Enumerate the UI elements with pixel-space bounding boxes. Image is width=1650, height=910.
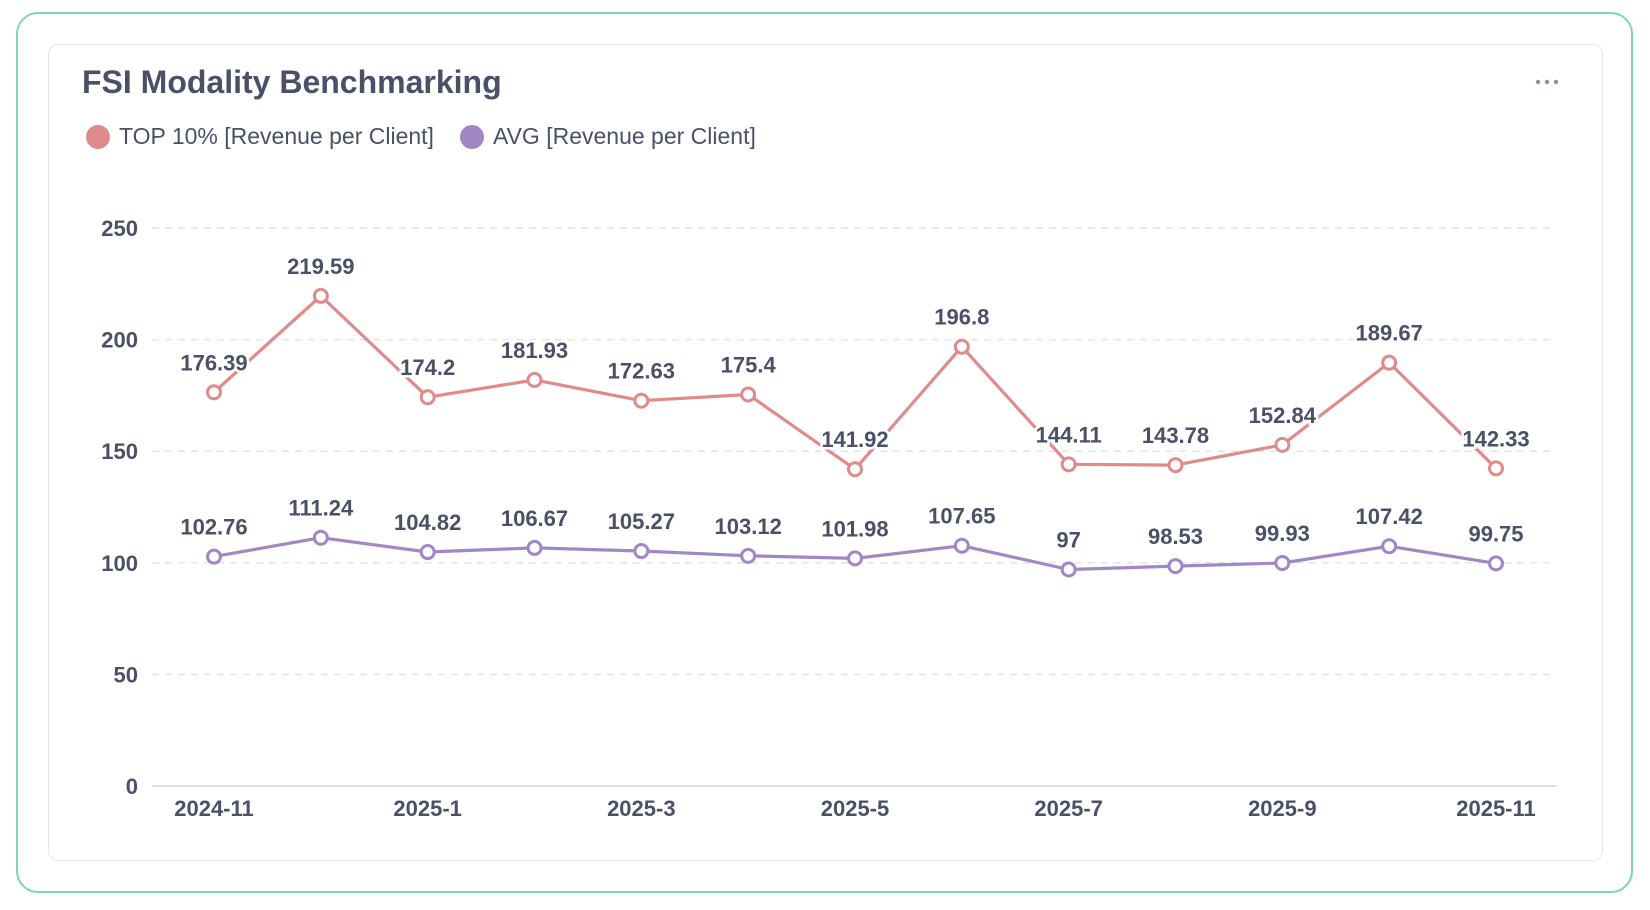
data-label-1: 106.67 — [501, 506, 568, 531]
data-label-0: 176.39 — [180, 350, 247, 375]
more-horizontal-icon — [1535, 79, 1559, 85]
data-point-1 — [740, 547, 757, 564]
data-label-1: 105.27 — [608, 509, 675, 534]
data-label-1: 111.24 — [288, 496, 354, 521]
data-label-1: 99.75 — [1468, 521, 1523, 546]
data-label-0: 141.92 — [821, 427, 888, 452]
data-point-0 — [1167, 457, 1184, 474]
y-tick-label: 150 — [101, 439, 138, 464]
data-point-1 — [312, 529, 329, 546]
data-point-0 — [740, 386, 757, 403]
data-point-1 — [633, 543, 650, 560]
data-point-1 — [847, 550, 863, 567]
data-label-1: 101.98 — [821, 516, 888, 541]
data-label-1: 99.93 — [1255, 521, 1310, 546]
data-point-1 — [1381, 538, 1398, 555]
data-label-0: 152.84 — [1249, 403, 1317, 428]
data-label-0: 196.8 — [934, 305, 989, 330]
data-point-1 — [419, 544, 436, 561]
x-tick-label: 2025-3 — [607, 796, 676, 821]
x-tick-label: 2025-7 — [1034, 796, 1103, 821]
data-label-0: 175.4 — [721, 353, 777, 378]
legend-label-avg: AVG [Revenue per Client] — [492, 123, 756, 149]
data-point-0 — [1488, 460, 1504, 477]
x-tick-label: 2025-9 — [1248, 796, 1317, 821]
data-point-1 — [953, 537, 970, 554]
data-label-1: 103.12 — [715, 514, 782, 539]
x-tick-label: 2025-1 — [393, 796, 462, 821]
data-label-1: 107.65 — [928, 504, 995, 529]
y-tick-label: 0 — [126, 774, 138, 799]
y-tick-label: 200 — [101, 328, 138, 353]
data-label-1: 104.82 — [394, 510, 461, 535]
data-point-0 — [633, 392, 650, 409]
data-point-0 — [206, 384, 222, 401]
legend-dot-top10 — [86, 124, 110, 149]
y-tick-label: 50 — [114, 662, 138, 687]
data-point-1 — [1060, 561, 1077, 578]
more-options-button[interactable] — [1531, 70, 1563, 94]
data-point-0 — [1060, 456, 1077, 473]
x-tick-label: 2025-5 — [821, 796, 890, 821]
legend-dot-avg — [459, 124, 484, 149]
data-point-1 — [1488, 555, 1504, 572]
data-label-0: 181.93 — [501, 338, 568, 363]
data-label-0: 172.63 — [608, 359, 675, 384]
y-tick-label: 250 — [101, 216, 138, 241]
chart-legend: TOP 10% [Revenue per Client] AVG [Revenu… — [86, 123, 782, 150]
data-point-1 — [206, 548, 222, 565]
data-point-0 — [847, 461, 863, 478]
data-point-0 — [953, 338, 970, 355]
data-label-1: 97 — [1056, 527, 1080, 552]
data-point-0 — [312, 287, 329, 304]
data-label-1: 102.76 — [180, 515, 247, 540]
legend-item-top10[interactable]: TOP 10% [Revenue per Client] — [86, 123, 434, 150]
data-label-0: 174.2 — [400, 355, 455, 380]
data-point-0 — [419, 389, 436, 406]
chart-card — [48, 44, 1603, 861]
data-label-1: 107.42 — [1356, 504, 1423, 529]
legend-item-avg[interactable]: AVG [Revenue per Client] — [459, 123, 756, 150]
y-tick-label: 100 — [101, 551, 138, 576]
data-label-0: 142.33 — [1462, 426, 1529, 451]
data-point-0 — [526, 371, 543, 388]
data-point-1 — [1274, 554, 1291, 571]
x-tick-label: 2024-11 — [174, 796, 254, 821]
x-tick-label: 2025-11 — [1456, 796, 1536, 821]
data-label-0: 219.59 — [287, 254, 354, 279]
data-point-0 — [1381, 354, 1398, 371]
data-point-1 — [526, 539, 543, 556]
data-label-1: 98.53 — [1148, 524, 1203, 549]
data-label-0: 144.11 — [1036, 422, 1102, 447]
data-label-0: 189.67 — [1356, 321, 1423, 346]
data-point-1 — [1167, 558, 1184, 575]
legend-label-top10: TOP 10% [Revenue per Client] — [119, 123, 434, 149]
card-title: FSI Modality Benchmarking — [82, 64, 502, 100]
data-point-0 — [1274, 436, 1291, 453]
data-label-0: 143.78 — [1142, 423, 1209, 448]
